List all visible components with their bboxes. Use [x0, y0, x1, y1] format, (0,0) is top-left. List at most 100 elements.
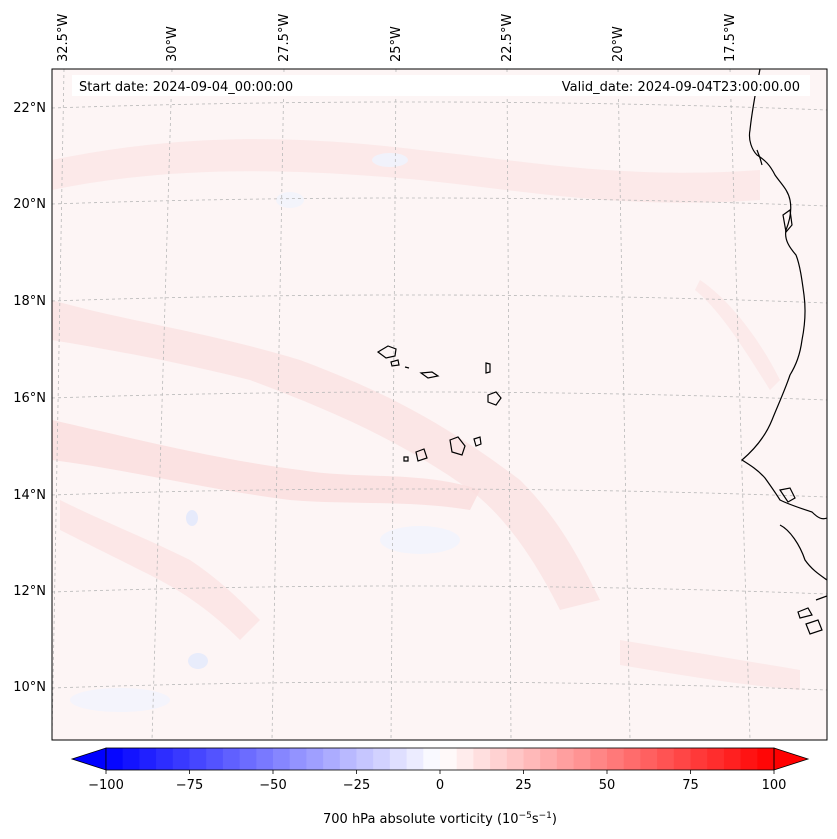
maio-island	[473, 436, 482, 447]
gridline-lon-30	[151, 69, 173, 740]
colorbar-extend-high	[773, 747, 810, 771]
bijagos-1	[797, 607, 813, 619]
colorbar-tick-label: −50	[259, 778, 286, 793]
colorbar-cell	[623, 748, 641, 770]
colorbar-cell	[323, 748, 341, 770]
lat-label: 22°N	[13, 101, 46, 116]
colorbar-tick-label: −100	[88, 778, 124, 793]
gridline-lat-18	[52, 294, 827, 304]
coast-detail	[756, 149, 763, 166]
colorbar-cell	[490, 748, 508, 770]
colorbar-cell	[590, 748, 608, 770]
header-box	[72, 75, 810, 96]
colorbar-cell	[723, 748, 742, 770]
lon-label: 32.5°W	[56, 14, 71, 62]
brava-island	[403, 456, 409, 462]
colorbar-extend-low	[70, 747, 107, 771]
colorbar-cell	[740, 748, 758, 770]
colorbar-cell	[356, 748, 374, 770]
colorbar-cell	[673, 748, 691, 770]
colorbar-tick-label: 0	[436, 778, 444, 793]
sao-vicente-island	[390, 359, 400, 367]
gridline-lat-16	[52, 391, 827, 401]
gridline-lon-25	[390, 69, 397, 740]
gridline-lat-14	[52, 488, 827, 498]
lat-label: 14°N	[13, 488, 46, 503]
colorbar-cell	[106, 748, 124, 770]
valid-date-label: Valid_date: 2024-09-04T23:00:00.00	[562, 80, 800, 95]
gridline-lat-22	[52, 101, 827, 111]
sal-island	[485, 362, 491, 374]
colorbar-cell	[206, 748, 224, 770]
lon-label: 17.5°W	[723, 14, 738, 62]
colorbar-cell	[156, 748, 174, 770]
latitude-labels: 22°N 20°N 18°N 16°N 14°N 12°N 10°N	[13, 101, 46, 695]
colorbar-cell	[573, 748, 591, 770]
guinea-bissau-coast	[779, 524, 827, 581]
bijagos-2	[805, 619, 823, 635]
colorbar-ticks: −100 −75 −50 −25 0 25 50 75 100	[88, 770, 786, 793]
colorbar-cell	[473, 748, 491, 770]
colorbar-cell	[456, 748, 474, 770]
colorbar-cell	[607, 748, 625, 770]
fogo-island	[415, 448, 428, 462]
colorbar-cell	[406, 748, 424, 770]
lat-label: 10°N	[13, 680, 46, 695]
colorbar-cell	[189, 748, 207, 770]
colorbar-cell	[222, 748, 241, 770]
santa-luzia-island	[404, 366, 410, 369]
colorbar-tick-label: 25	[515, 778, 532, 793]
colorbar-cell	[540, 748, 558, 770]
colorbar-cell	[273, 748, 291, 770]
gridline-lat-20	[52, 197, 827, 207]
lat-label: 16°N	[13, 391, 46, 406]
lon-label: 22.5°W	[500, 14, 515, 62]
colorbar: −100 −75 −50 −25 0 25 50 75 100 700 hPa absolute…	[70, 747, 810, 827]
colorbar-cell	[373, 748, 391, 770]
gridline-lon-27.5	[271, 69, 285, 740]
bijagos-3	[815, 595, 827, 601]
colorbar-cell	[339, 748, 357, 770]
colorbar-cell	[523, 748, 541, 770]
lon-label: 30°W	[165, 26, 180, 62]
colorbar-cell	[690, 748, 708, 770]
colorbar-cell	[556, 748, 575, 770]
longitude-labels: 32.5°W 30°W 27.5°W 25°W 22.5°W 20°W 17.5…	[56, 14, 738, 62]
coastlines	[376, 69, 827, 635]
colorbar-cell	[306, 748, 324, 770]
sao-nicolau-island	[419, 371, 440, 379]
lon-label: 25°W	[389, 26, 404, 62]
colorbar-cell	[389, 748, 408, 770]
colorbar-cells	[106, 748, 775, 770]
colorbar-tick-label: 100	[762, 778, 787, 793]
graticule	[52, 69, 827, 740]
colorbar-cell	[440, 748, 458, 770]
vorticity-field	[52, 69, 827, 740]
colorbar-cell	[139, 748, 157, 770]
colorbar-cell	[640, 748, 658, 770]
colorbar-cell	[172, 748, 190, 770]
gridline-lon-32.5	[52, 69, 65, 740]
colorbar-cell	[289, 748, 307, 770]
boa-vista-island	[487, 391, 502, 406]
west-africa-coast	[740, 69, 827, 520]
colorbar-label: 700 hPa absolute vorticity (10−5s−1)	[323, 811, 557, 827]
colorbar-tick-label: −25	[343, 778, 370, 793]
lat-label: 20°N	[13, 197, 46, 212]
colorbar-cell	[707, 748, 725, 770]
colorbar-cell	[757, 748, 775, 770]
lon-label: 27.5°W	[277, 14, 292, 62]
colorbar-cell	[657, 748, 675, 770]
lat-label: 18°N	[13, 294, 46, 309]
gridline-lat-12	[52, 585, 827, 595]
coast-detail-2	[782, 208, 793, 234]
colorbar-cell	[423, 748, 441, 770]
gridline-lat-10	[52, 681, 827, 691]
lon-label: 20°W	[611, 26, 626, 62]
santiago-island	[449, 436, 466, 456]
gambia-estuary	[779, 487, 796, 503]
start-date-label: Start date: 2024-09-04_00:00:00	[79, 80, 293, 95]
map-frame	[51, 68, 828, 741]
colorbar-cell	[256, 748, 274, 770]
